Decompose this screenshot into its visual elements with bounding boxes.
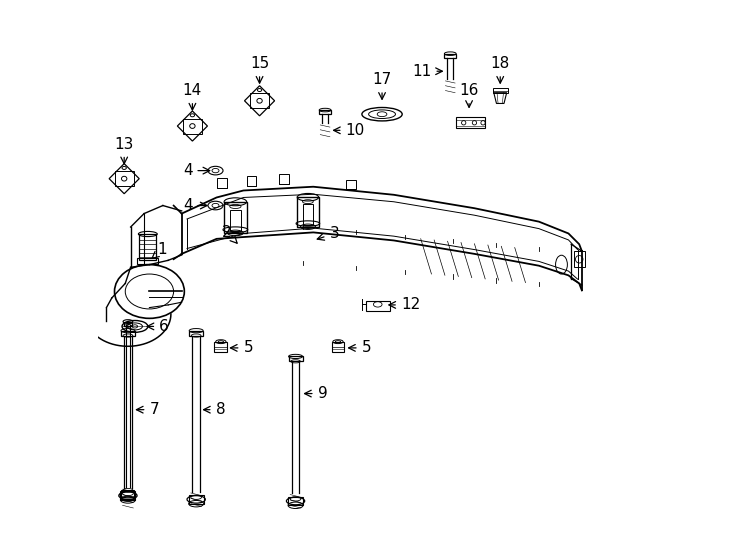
Text: 5: 5 [230, 340, 253, 355]
Text: 12: 12 [389, 298, 420, 313]
Bar [122, 490, 134, 499]
Bar [444, 53, 456, 58]
Bar [189, 330, 203, 335]
Text: 11: 11 [413, 64, 443, 79]
Text: 14: 14 [183, 83, 202, 110]
Bar [214, 342, 228, 352]
Text: 10: 10 [333, 123, 365, 138]
Bar [493, 89, 508, 93]
Bar [279, 174, 288, 184]
Bar [250, 93, 269, 109]
Text: 4: 4 [183, 163, 210, 178]
Bar [183, 118, 202, 133]
Text: 4: 4 [183, 198, 207, 213]
Text: 5: 5 [349, 340, 371, 355]
Bar [297, 197, 319, 227]
Text: 13: 13 [115, 137, 134, 164]
Text: 3: 3 [317, 226, 339, 241]
Text: 9: 9 [305, 386, 327, 401]
Text: 7: 7 [137, 402, 159, 417]
Text: 15: 15 [250, 56, 269, 83]
Bar [302, 205, 313, 225]
Bar [366, 301, 390, 311]
Text: 17: 17 [372, 72, 392, 99]
Bar [574, 251, 584, 267]
Bar [137, 258, 158, 264]
Bar [189, 495, 203, 504]
Bar [121, 330, 135, 335]
Bar [115, 171, 134, 186]
Bar [230, 210, 241, 231]
Text: 6: 6 [147, 319, 169, 334]
Bar [346, 180, 356, 190]
Text: 2: 2 [222, 225, 237, 243]
Bar [319, 110, 331, 114]
Bar [456, 117, 485, 128]
Bar [332, 342, 344, 352]
Bar [247, 176, 256, 186]
Text: 16: 16 [459, 83, 479, 107]
Bar [124, 322, 131, 326]
Bar [120, 491, 136, 500]
Bar [217, 178, 227, 188]
Bar [139, 234, 156, 260]
Text: 18: 18 [490, 56, 510, 83]
Text: 1: 1 [152, 242, 167, 259]
Bar [224, 202, 247, 233]
Text: 8: 8 [203, 402, 225, 417]
Bar [288, 497, 303, 505]
Bar [288, 356, 302, 361]
